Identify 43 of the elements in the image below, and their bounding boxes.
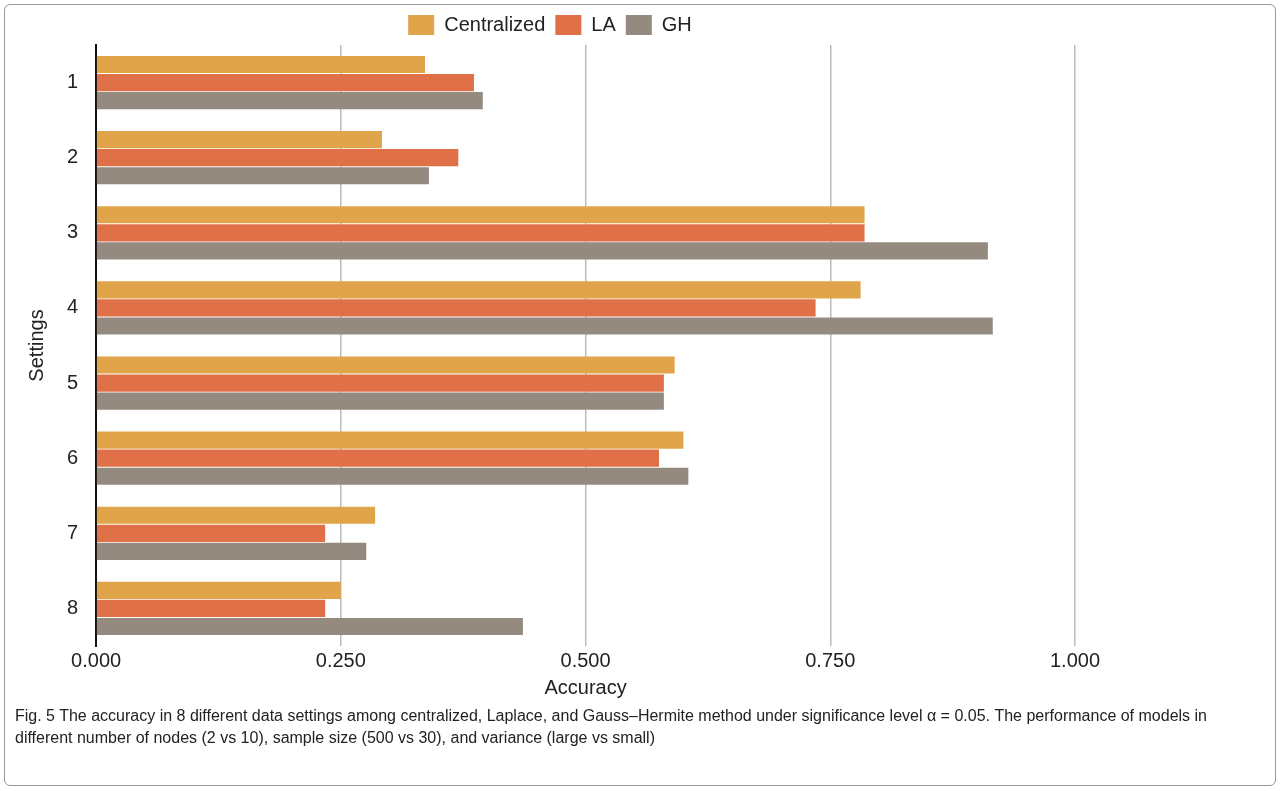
bar	[96, 524, 326, 542]
x-tick-label: 0.000	[71, 648, 122, 671]
y-tick-label: 7	[67, 520, 79, 543]
bar	[96, 242, 988, 260]
legend-label: Centralized	[444, 12, 546, 35]
bar	[96, 374, 664, 392]
bar	[96, 431, 684, 449]
bar	[96, 506, 376, 524]
caption: Fig. 5 The accuracy in 8 different data settings among centralized, Laplace, and Gauss–Hermite method under significance level α = 0.05. The performance of models in different number of nodes (2 vs 10), sample size (500 vs 30), and variance (large vs small)	[15, 705, 1265, 749]
bar	[96, 356, 675, 374]
bar	[96, 206, 865, 224]
bar	[96, 542, 367, 560]
bar	[96, 149, 459, 167]
bar	[96, 74, 474, 92]
bar	[96, 617, 523, 636]
bar	[96, 317, 993, 335]
bar	[96, 581, 341, 599]
x-tick-label: 0.500	[560, 648, 611, 671]
bar	[96, 467, 689, 485]
y-tick-label: 2	[67, 145, 79, 168]
bar	[96, 599, 326, 617]
bar	[96, 55, 426, 74]
bar	[96, 299, 816, 317]
x-tick-label: 0.250	[315, 648, 366, 671]
bar	[96, 167, 429, 185]
bar	[96, 392, 664, 410]
legend-label: LA	[591, 12, 617, 35]
x-tick-label: 1.000	[1049, 648, 1101, 671]
bar	[96, 92, 483, 110]
bar	[96, 449, 659, 467]
bar	[96, 131, 382, 149]
bar	[96, 281, 861, 299]
y-tick-label: 3	[67, 220, 79, 243]
y-tick-label: 8	[67, 595, 79, 618]
y-tick-label: 6	[67, 445, 79, 468]
x-tick-label: 0.750	[805, 648, 856, 671]
y-tick-label: 5	[67, 370, 79, 393]
x-axis-title: Accuracy	[544, 675, 627, 698]
y-tick-label: 4	[67, 295, 79, 318]
bar	[96, 224, 865, 242]
y-tick-label: 1	[67, 70, 79, 93]
legend-label: GH	[661, 12, 692, 35]
y-axis-title: Settings	[24, 309, 47, 382]
